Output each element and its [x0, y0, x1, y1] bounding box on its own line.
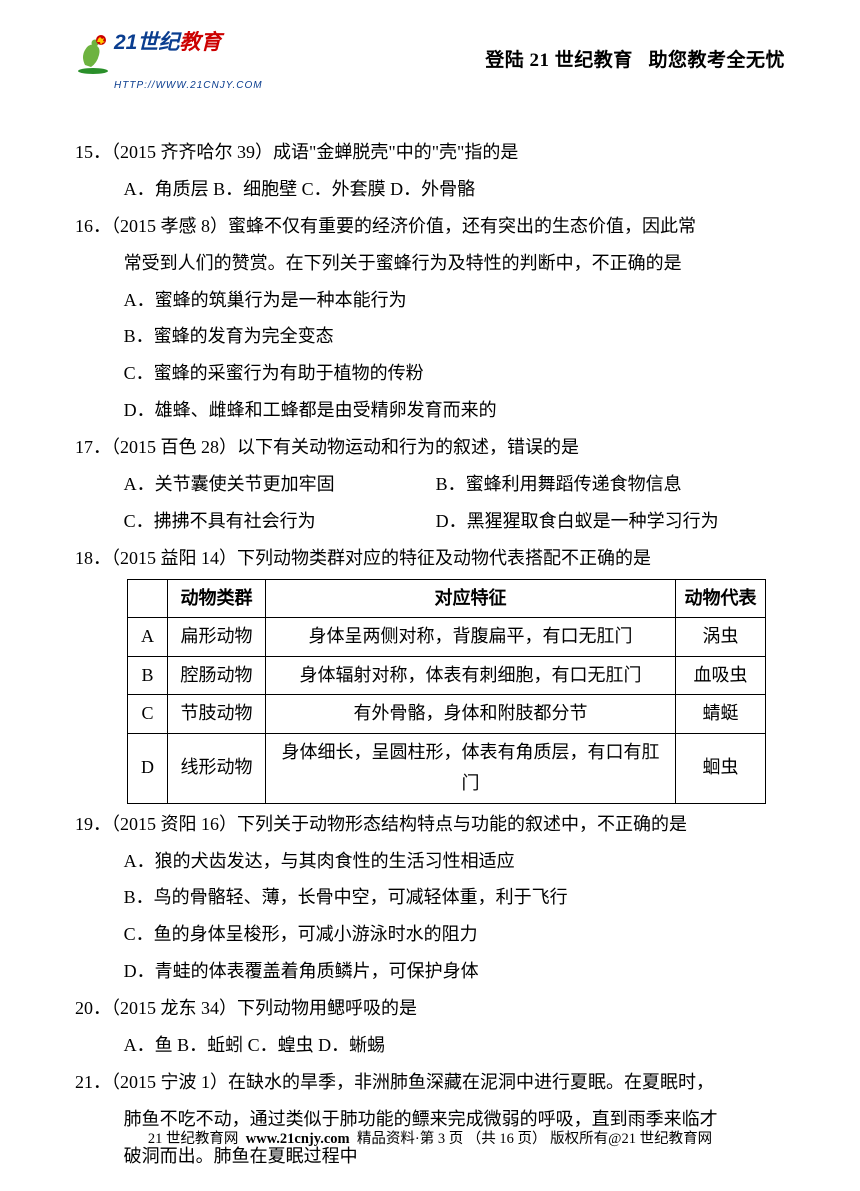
- table-header-row: 动物类群 对应特征 动物代表: [128, 579, 766, 618]
- q20-stem: 20．（2015 龙东 34）下列动物用鳃呼吸的是: [75, 990, 785, 1027]
- q19-opt-d: D．青蛙的体表覆盖着角质鳞片，可保护身体: [75, 953, 785, 990]
- table-row: D 线形动物 身体细长，呈圆柱形，体表有角质层，有口有肛门 蛔虫: [128, 733, 766, 803]
- page-header: 21世纪教育 HTTP://WWW.21CNJY.COM 登陆 21 世纪教育 …: [75, 38, 785, 84]
- q20-options: A．鱼 B．蚯蚓 C．蝗虫 D．蜥蜴: [75, 1027, 785, 1064]
- q17-opt-a: A．关节囊使关节更加牢固: [124, 466, 436, 503]
- footer-pageinfo: 精品资料·第 3 页 （共 16 页） 版权所有@21 世纪教育网: [357, 1131, 712, 1147]
- q19-opt-c: C．鱼的身体呈梭形，可减小游泳时水的阻力: [75, 916, 785, 953]
- q18-table: 动物类群 对应特征 动物代表 A 扁形动物 身体呈两侧对称，背腹扁平，有口无肛门…: [127, 579, 766, 804]
- q15-stem: 15．（2015 齐齐哈尔 39）成语"金蝉脱壳"中的"壳"指的是: [75, 134, 785, 171]
- th-1: 动物类群: [168, 579, 266, 618]
- question-15: 15．（2015 齐齐哈尔 39）成语"金蝉脱壳"中的"壳"指的是 A．角质层 …: [75, 134, 785, 208]
- th-0: [128, 579, 168, 618]
- q16-stem-1: 16．（2015 孝感 8）蜜蜂不仅有重要的经济价值，还有突出的生态价值，因此常: [75, 208, 785, 245]
- table-row: B 腔肠动物 身体辐射对称，体表有刺细胞，有口无肛门 血吸虫: [128, 656, 766, 695]
- logo-runner-icon: [75, 35, 111, 88]
- q21-stem-1: 21．（2015 宁波 1）在缺水的旱季，非洲肺鱼深藏在泥洞中进行夏眠。在夏眠时…: [75, 1064, 785, 1101]
- th-2: 对应特征: [266, 579, 676, 618]
- q17-row1: A．关节囊使关节更加牢固 B．蜜蜂利用舞蹈传递食物信息: [75, 466, 785, 503]
- question-20: 20．（2015 龙东 34）下列动物用鳃呼吸的是 A．鱼 B．蚯蚓 C．蝗虫 …: [75, 990, 785, 1064]
- q17-opt-c: C．拂拂不具有社会行为: [124, 503, 436, 540]
- q16-opt-c: C．蜜蜂的采蜜行为有助于植物的传粉: [75, 355, 785, 392]
- page-footer: 21 世纪教育网 www.21cnjy.com 精品资料·第 3 页 （共 16…: [0, 1125, 860, 1155]
- content-body: 15．（2015 齐齐哈尔 39）成语"金蝉脱壳"中的"壳"指的是 A．角质层 …: [75, 134, 785, 1175]
- question-21: 21．（2015 宁波 1）在缺水的旱季，非洲肺鱼深藏在泥洞中进行夏眠。在夏眠时…: [75, 1064, 785, 1175]
- q19-opt-b: B．鸟的骨骼轻、薄，长骨中空，可减轻体重，利于飞行: [75, 879, 785, 916]
- logo-text-main: 21世纪: [114, 31, 179, 54]
- q17-stem: 17．（2015 百色 28）以下有关动物运动和行为的叙述，错误的是: [75, 429, 785, 466]
- q16-stem-2: 常受到人们的赞赏。在下列关于蜜蜂行为及特性的判断中，不正确的是: [75, 245, 785, 282]
- q16-opt-a: A．蜜蜂的筑巢行为是一种本能行为: [75, 282, 785, 319]
- header-slogan: 登陆 21 世纪教育 助您教考全无忧: [485, 42, 785, 81]
- q17-row2: C．拂拂不具有社会行为 D．黑猩猩取食白蚁是一种学习行为: [75, 503, 785, 540]
- logo-text-suffix: 教育: [179, 31, 221, 54]
- logo-url: HTTP://WWW.21CNJY.COM: [114, 80, 263, 91]
- q17-opt-b: B．蜜蜂利用舞蹈传递食物信息: [436, 466, 682, 503]
- question-17: 17．（2015 百色 28）以下有关动物运动和行为的叙述，错误的是 A．关节囊…: [75, 429, 785, 540]
- q15-options: A．角质层 B．细胞壁 C．外套膜 D．外骨骼: [75, 171, 785, 208]
- footer-brand: 21 世纪教育网: [148, 1131, 239, 1147]
- question-16: 16．（2015 孝感 8）蜜蜂不仅有重要的经济价值，还有突出的生态价值，因此常…: [75, 208, 785, 429]
- q16-opt-b: B．蜜蜂的发育为完全变态: [75, 318, 785, 355]
- q18-stem: 18．（2015 益阳 14）下列动物类群对应的特征及动物代表搭配不正确的是: [75, 540, 785, 577]
- logo-text-block: 21世纪教育 HTTP://WWW.21CNJY.COM: [114, 21, 263, 101]
- footer-url: www.21cnjy.com: [246, 1131, 350, 1147]
- q16-opt-d: D．雄蜂、雌蜂和工蜂都是由受精卵发育而来的: [75, 392, 785, 429]
- table-row: C 节肢动物 有外骨骼，身体和附肢都分节 蜻蜓: [128, 695, 766, 734]
- logo: 21世纪教育 HTTP://WWW.21CNJY.COM: [75, 21, 263, 101]
- question-19: 19．（2015 资阳 16）下列关于动物形态结构特点与功能的叙述中，不正确的是…: [75, 806, 785, 990]
- q19-opt-a: A．狼的犬齿发达，与其肉食性的生活习性相适应: [75, 843, 785, 880]
- th-3: 动物代表: [676, 579, 766, 618]
- q19-stem: 19．（2015 资阳 16）下列关于动物形态结构特点与功能的叙述中，不正确的是: [75, 806, 785, 843]
- q17-opt-d: D．黑猩猩取食白蚁是一种学习行为: [436, 503, 719, 540]
- question-18: 18．（2015 益阳 14）下列动物类群对应的特征及动物代表搭配不正确的是 动…: [75, 540, 785, 804]
- table-row: A 扁形动物 身体呈两侧对称，背腹扁平，有口无肛门 涡虫: [128, 618, 766, 657]
